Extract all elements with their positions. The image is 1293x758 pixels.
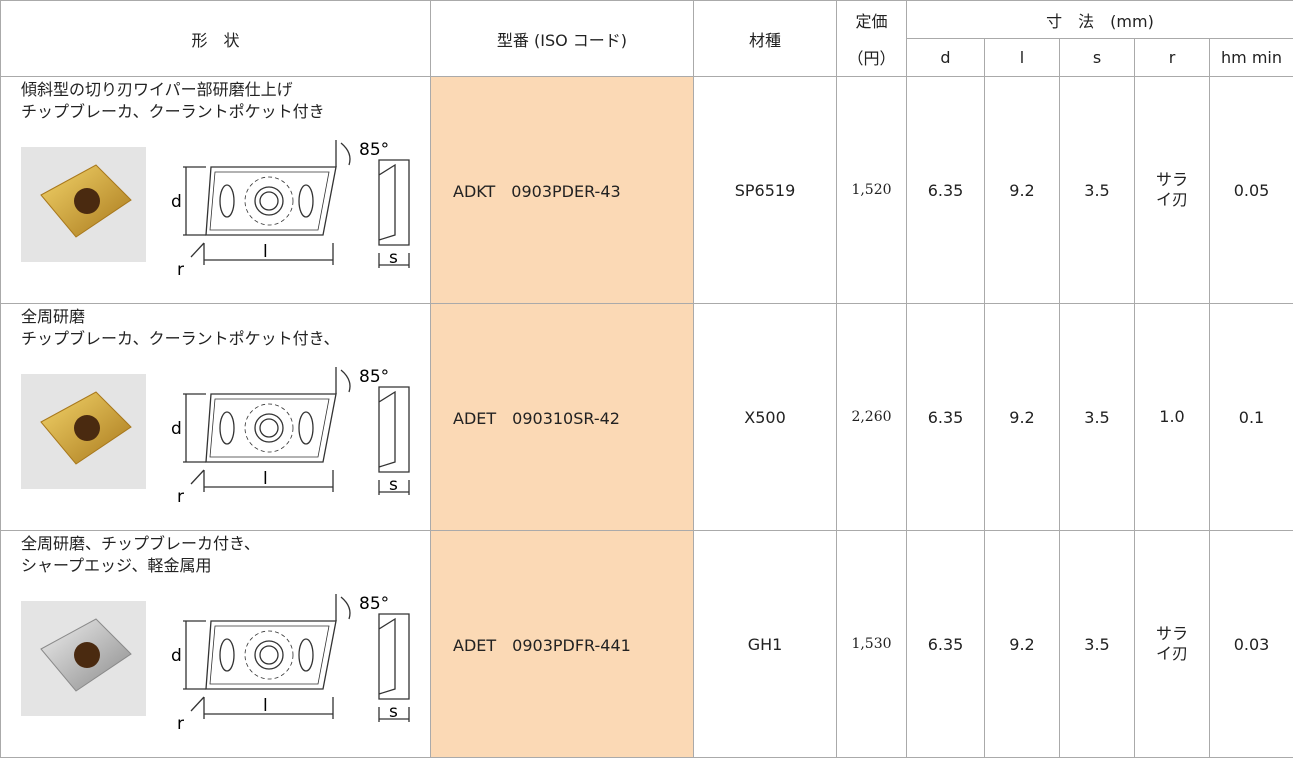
code-cell: ADET 0903PDFR-441 — [430, 530, 694, 758]
r-cell: 1.0 — [1134, 303, 1210, 531]
header-cell: 材種 — [693, 0, 837, 77]
grade-cell: X500 — [693, 303, 837, 531]
r-cell: サライ刃 — [1134, 530, 1210, 758]
description-line: シャープエッジ、軽金属用 — [21, 556, 212, 575]
header-cell: r — [1134, 38, 1210, 77]
dim-label: r — [177, 260, 184, 280]
price-cell: 2,260 — [836, 303, 907, 531]
r-value: 1.0 — [1159, 407, 1185, 426]
header-cell: 寸 法 (mm) — [906, 0, 1293, 39]
header-cell: hm min — [1209, 38, 1293, 77]
dim-label: l — [263, 469, 268, 489]
dim-label: r — [177, 714, 184, 734]
insert-hole — [74, 415, 100, 441]
hm-cell: 0.03 — [1209, 530, 1293, 758]
dim-label: s — [389, 248, 398, 268]
s-cell: 3.5 — [1059, 530, 1135, 758]
price-cell: 1,520 — [836, 76, 907, 304]
description-line: チップブレーカ、クーラントポケット付き、 — [21, 329, 340, 348]
insert-drawing: 85° d r l s — [21, 140, 410, 280]
code-cell: ADET 090310SR-42 — [430, 303, 694, 531]
angle-label: 85° — [359, 140, 389, 160]
insert-outline — [183, 594, 410, 722]
product-row: 全周研磨チップブレーカ、クーラントポケット付き、 85° d r l s ADE… — [0, 303, 1293, 531]
r-value: サライ刃 — [1155, 624, 1188, 663]
table-body: 傾斜型の切り刃ワイパー部研磨仕上げチップブレーカ、クーラントポケット付き 85°… — [0, 76, 1293, 758]
d-cell: 6.35 — [906, 303, 985, 531]
hm-cell: 0.1 — [1209, 303, 1293, 531]
grade-cell: GH1 — [693, 530, 837, 758]
s-cell: 3.5 — [1059, 76, 1135, 304]
s-cell: 3.5 — [1059, 303, 1135, 531]
insert-outline — [183, 140, 410, 268]
insert-outline — [183, 367, 410, 495]
insert-hole — [74, 188, 100, 214]
d-cell: 6.35 — [906, 530, 985, 758]
header-cell: （円） — [836, 38, 907, 77]
dim-label: d — [171, 646, 182, 666]
dim-label: l — [263, 696, 268, 716]
l-cell: 9.2 — [984, 76, 1060, 304]
insert-hole — [74, 642, 100, 668]
header-cell: s — [1059, 38, 1135, 77]
product-row: 全周研磨、チップブレーカ付き、 シャープエッジ、軽金属用 85° d r l s … — [0, 530, 1293, 758]
dim-label: l — [263, 242, 268, 262]
dim-label: s — [389, 702, 398, 722]
insert-drawing: 85° d r l s — [21, 367, 410, 507]
price-cell: 1,530 — [836, 530, 907, 758]
description-line: 傾斜型の切り刃ワイパー部研磨仕上げ — [21, 80, 293, 99]
header-cell: 形 状 — [0, 0, 431, 77]
shape-cell: 全周研磨、チップブレーカ付き、 シャープエッジ、軽金属用 85° d r l s — [0, 530, 431, 758]
angle-label: 85° — [359, 594, 389, 614]
dim-label: d — [171, 192, 182, 212]
shape-cell: 傾斜型の切り刃ワイパー部研磨仕上げチップブレーカ、クーラントポケット付き 85°… — [0, 76, 431, 304]
angle-label: 85° — [359, 367, 389, 387]
dim-label: r — [177, 487, 184, 507]
header-cell: 定価 — [836, 0, 907, 39]
description-line: 全周研磨、チップブレーカ付き、 — [21, 534, 260, 553]
dim-label: s — [389, 475, 398, 495]
description-line: 全周研磨 — [21, 307, 86, 326]
code-cell: ADKT 0903PDER-43 — [430, 76, 694, 304]
shape-cell: 全周研磨チップブレーカ、クーラントポケット付き、 85° d r l s — [0, 303, 431, 531]
header-cell: d — [906, 38, 985, 77]
d-cell: 6.35 — [906, 76, 985, 304]
hm-cell: 0.05 — [1209, 76, 1293, 304]
header-cell: 型番 (ISO コード) — [430, 0, 694, 77]
header-cell: l — [984, 38, 1060, 77]
l-cell: 9.2 — [984, 303, 1060, 531]
r-value: サライ刃 — [1155, 170, 1188, 209]
description-line: チップブレーカ、クーラントポケット付き — [21, 102, 325, 121]
dim-label: d — [171, 419, 182, 439]
r-cell: サライ刃 — [1134, 76, 1210, 304]
grade-cell: SP6519 — [693, 76, 837, 304]
insert-drawing: 85° d r l s — [21, 594, 410, 734]
product-row: 傾斜型の切り刃ワイパー部研磨仕上げチップブレーカ、クーラントポケット付き 85°… — [0, 76, 1293, 304]
header-row: 形 状 型番 (ISO コード) 材種 定価 寸 法 (mm) — [0, 0, 1293, 77]
l-cell: 9.2 — [984, 530, 1060, 758]
